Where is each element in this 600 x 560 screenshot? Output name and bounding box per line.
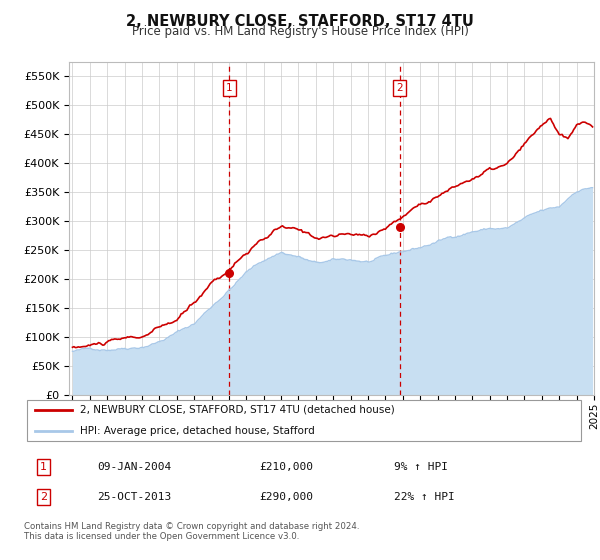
Text: 22% ↑ HPI: 22% ↑ HPI (394, 492, 455, 502)
Text: £290,000: £290,000 (260, 492, 314, 502)
Text: 2: 2 (397, 83, 403, 92)
Text: 2, NEWBURY CLOSE, STAFFORD, ST17 4TU (detached house): 2, NEWBURY CLOSE, STAFFORD, ST17 4TU (de… (80, 405, 395, 415)
Text: Price paid vs. HM Land Registry's House Price Index (HPI): Price paid vs. HM Land Registry's House … (131, 25, 469, 38)
Text: 1: 1 (226, 83, 233, 92)
Text: £210,000: £210,000 (260, 461, 314, 472)
FancyBboxPatch shape (27, 400, 581, 441)
Text: 1: 1 (40, 461, 47, 472)
Text: HPI: Average price, detached house, Stafford: HPI: Average price, detached house, Staf… (80, 426, 315, 436)
Text: 25-OCT-2013: 25-OCT-2013 (97, 492, 171, 502)
Text: 09-JAN-2004: 09-JAN-2004 (97, 461, 171, 472)
Text: 9% ↑ HPI: 9% ↑ HPI (394, 461, 448, 472)
Text: 2, NEWBURY CLOSE, STAFFORD, ST17 4TU: 2, NEWBURY CLOSE, STAFFORD, ST17 4TU (126, 14, 474, 29)
Text: 2: 2 (40, 492, 47, 502)
Text: Contains HM Land Registry data © Crown copyright and database right 2024.
This d: Contains HM Land Registry data © Crown c… (24, 522, 359, 542)
